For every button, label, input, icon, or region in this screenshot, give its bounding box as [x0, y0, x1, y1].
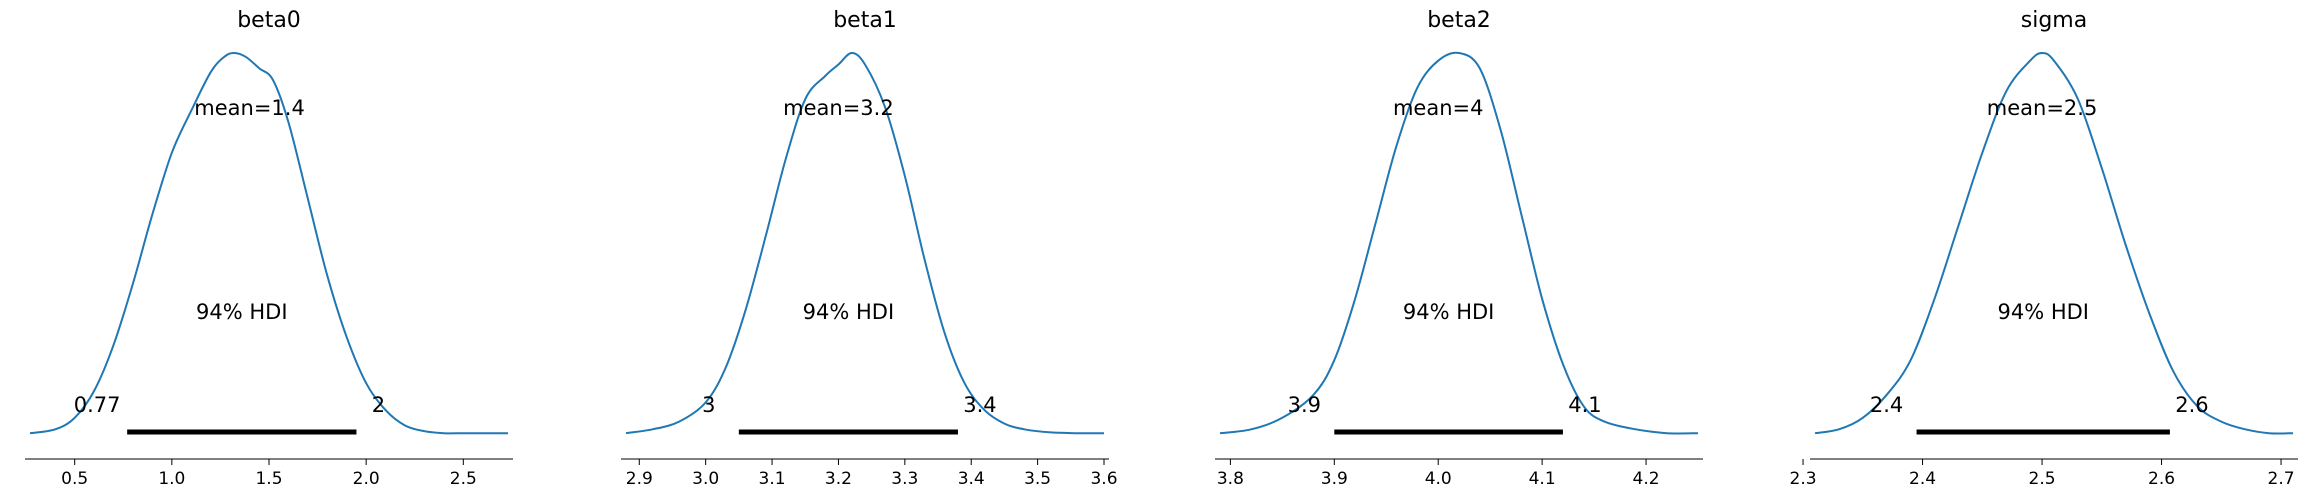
x-tick-label: 2.4 [1909, 469, 1936, 489]
hdi-lower-label: 3 [702, 393, 715, 417]
x-tick-label: 3.4 [958, 469, 985, 489]
x-tick-label: 4.2 [1633, 469, 1660, 489]
x-tick-label: 1.5 [255, 469, 282, 489]
panel-title: sigma [2021, 8, 2087, 33]
posterior-panel-beta0: beta0 mean=1.4 94% HDI 0.77 2 0.5 1.0 1.5 2.0 2.5 [25, 8, 513, 489]
panel-title: beta1 [833, 8, 897, 33]
hdi-upper-label: 2.6 [2175, 393, 2208, 417]
x-tick-label: 4.1 [1529, 469, 1556, 489]
posterior-panel-beta1: beta1 mean=3.2 94% HDI 3 3.4 2.9 3.0 3.1 3.2 3.3 3… [621, 8, 1118, 489]
density-curve [1219, 51, 1699, 435]
x-tick-label: 3.3 [891, 469, 918, 489]
x-tick-label: 1.0 [158, 469, 185, 489]
hdi-label: 94% HDI [803, 300, 895, 324]
hdi-label: 94% HDI [196, 300, 288, 324]
x-tick-label: 2.5 [2029, 469, 2056, 489]
x-tick-label: 3.0 [692, 469, 719, 489]
density-curve [625, 51, 1105, 435]
x-tick-label: 3.6 [1090, 469, 1117, 489]
mean-label: mean=3.2 [783, 96, 894, 120]
panel-title: beta2 [1427, 8, 1491, 33]
mean-label: mean=4 [1393, 96, 1484, 120]
x-tick-label: 2.3 [1790, 469, 1817, 489]
x-tick-label: 2.7 [2268, 469, 2295, 489]
hdi-lower-label: 0.77 [74, 393, 121, 417]
x-tick-label: 0.5 [61, 469, 88, 489]
hdi-lower-label: 2.4 [1870, 393, 1903, 417]
hdi-lower-label: 3.9 [1288, 393, 1321, 417]
x-tick-label: 2.9 [626, 469, 653, 489]
hdi-upper-label: 3.4 [963, 393, 996, 417]
mean-label: mean=2.5 [1987, 96, 2098, 120]
hdi-upper-label: 4.1 [1568, 393, 1601, 417]
x-tick-label: 3.2 [825, 469, 852, 489]
hdi-upper-label: 2 [372, 393, 385, 417]
x-tick-label: 4.0 [1425, 469, 1452, 489]
x-tick-label: 2.6 [2148, 469, 2175, 489]
x-tick-label: 3.8 [1217, 469, 1244, 489]
x-tick-label: 3.9 [1321, 469, 1348, 489]
x-tick-label: 3.1 [759, 469, 786, 489]
x-tick-label: 2.5 [450, 469, 477, 489]
panel-title: beta0 [237, 8, 301, 33]
hdi-label: 94% HDI [1997, 300, 2089, 324]
posterior-panel-sigma: sigma mean=2.5 94% HDI 2.4 2.6 2.3 2.4 2.5 2.6 2.… [1790, 8, 2298, 489]
x-tick-label: 3.5 [1024, 469, 1051, 489]
density-curve [29, 51, 508, 435]
hdi-label: 94% HDI [1403, 300, 1495, 324]
posterior-panel-beta2: beta2 mean=4 94% HDI 3.9 4.1 3.8 3.9 4.0 4.1 4.2 [1215, 8, 1703, 489]
x-tick-label: 2.0 [353, 469, 380, 489]
mean-label: mean=1.4 [194, 96, 305, 120]
density-curve [1814, 51, 2294, 435]
